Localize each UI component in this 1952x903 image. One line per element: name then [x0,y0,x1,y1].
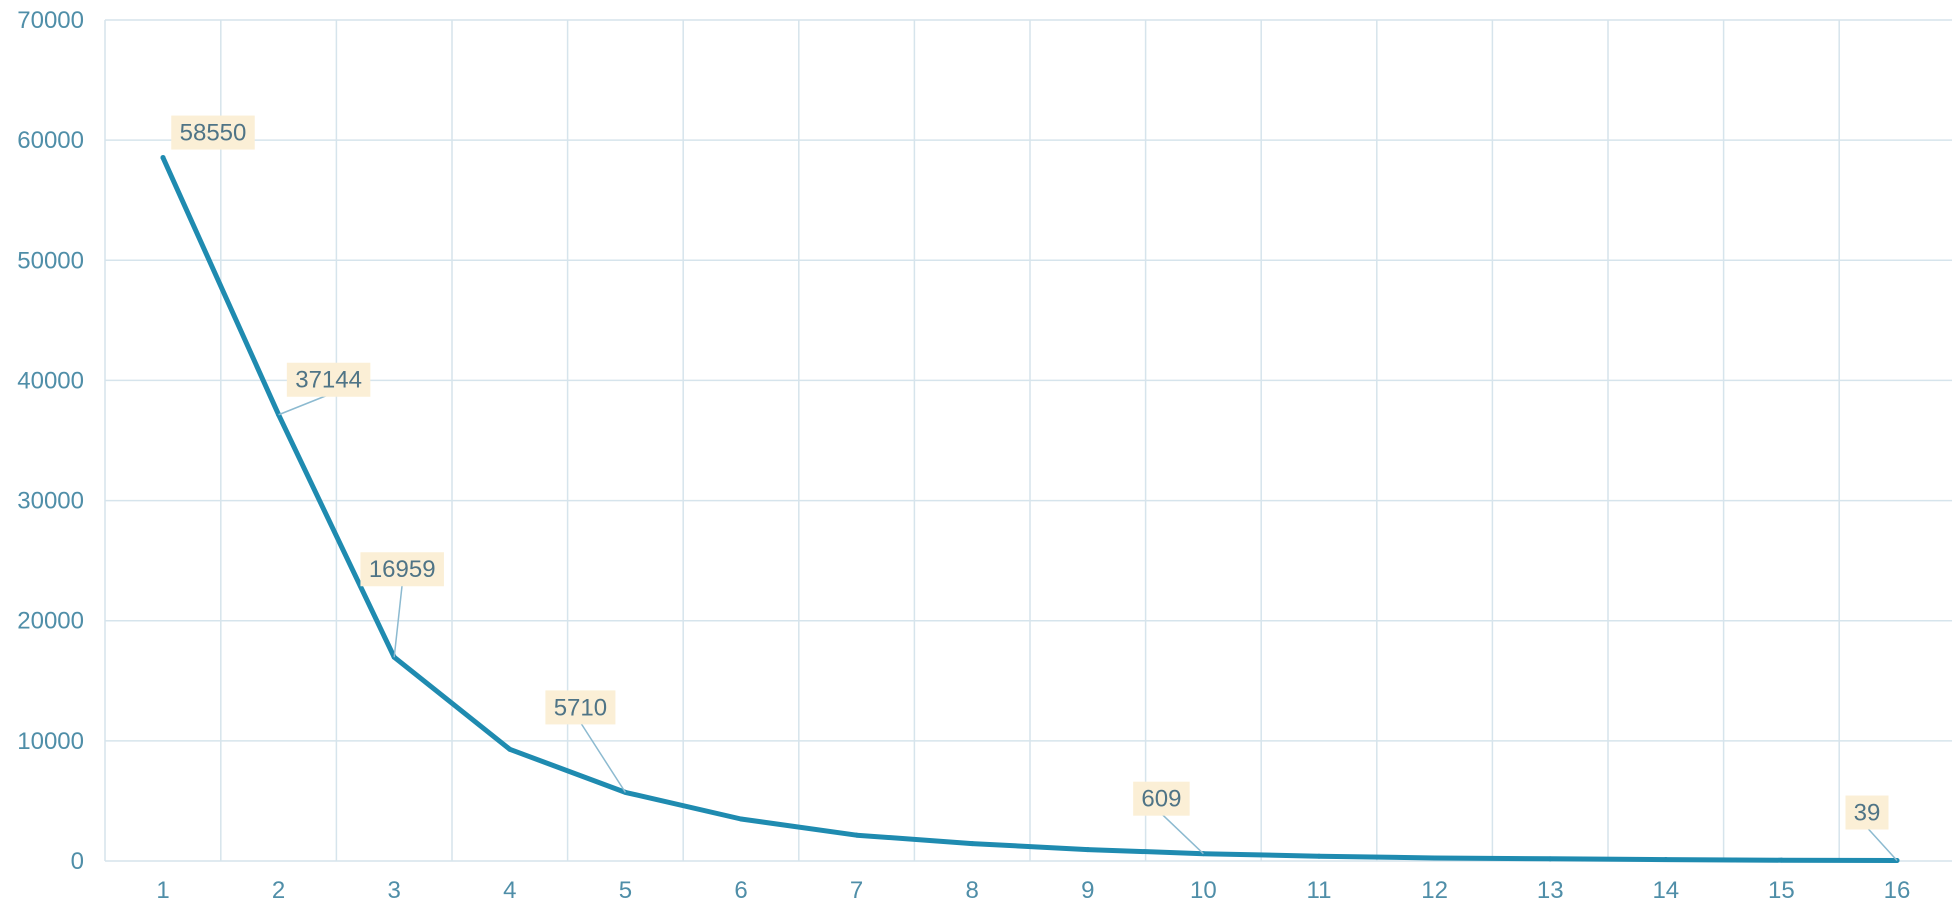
data-point [1547,856,1553,862]
data-point [1432,855,1438,861]
data-label-background [360,552,444,587]
data-point [507,746,513,752]
data-point [1778,857,1784,863]
data-label-background [1845,795,1889,830]
y-tick-label: 20000 [17,608,84,635]
data-point [738,816,744,822]
grid [104,19,1952,862]
x-tick-label: 16 [1884,877,1911,903]
y-tick-label: 40000 [17,367,84,394]
data-label: 609 [1141,786,1181,813]
data-point [1085,847,1091,853]
x-tick-label: 8 [966,877,979,903]
data-label-background [171,115,255,150]
x-tick-label: 11 [1307,877,1332,903]
data-point [160,155,166,161]
x-tick-label: 6 [734,877,747,903]
y-axis-ticks: 0 10000 20000 30000 40000 50000 60000 70000 [17,7,84,875]
leader-line [393,584,403,658]
x-tick-label: 15 [1768,877,1795,903]
x-axis-ticks: 1 2 3 4 5 6 7 8 9 10 11 12 13 14 15 16 [156,877,1910,903]
y-tick-label: 60000 [17,127,84,154]
leader-line [1160,813,1204,855]
x-tick-label: 3 [388,877,401,903]
x-tick-label: 4 [503,877,516,903]
data-point [1663,857,1669,863]
y-tick-label: 30000 [17,488,84,515]
x-tick-label: 14 [1652,877,1679,903]
x-tick-label: 10 [1190,877,1217,903]
data-label-background [545,690,616,725]
data-label-background [286,362,371,397]
x-tick-label: 1 [156,877,169,903]
series-line [160,155,1900,863]
data-label-background [1133,781,1190,816]
data-label: 5710 [554,694,607,721]
x-tick-label: 7 [850,877,863,903]
data-label: 37144 [295,367,362,394]
leader-line [278,394,329,416]
leader-line [579,721,627,793]
x-tick-label: 5 [619,877,632,903]
y-tick-label: 70000 [17,7,84,34]
y-tick-label: 50000 [17,247,84,274]
data-label: 58550 [180,120,247,147]
x-tick-label: 2 [272,877,285,903]
data-label: 39 [1854,800,1881,827]
x-tick-label: 13 [1537,877,1564,903]
y-tick-label: 0 [71,848,84,875]
x-tick-label: 9 [1081,877,1094,903]
data-labels: 58550 37144 16959 5710 609 39 [171,115,1898,862]
data-label: 16959 [369,556,436,583]
leader-line [1866,827,1898,862]
y-tick-label: 10000 [17,728,84,755]
x-tick-label: 12 [1421,877,1448,903]
data-point [1316,853,1322,859]
data-point [854,832,860,838]
data-point [969,841,975,847]
